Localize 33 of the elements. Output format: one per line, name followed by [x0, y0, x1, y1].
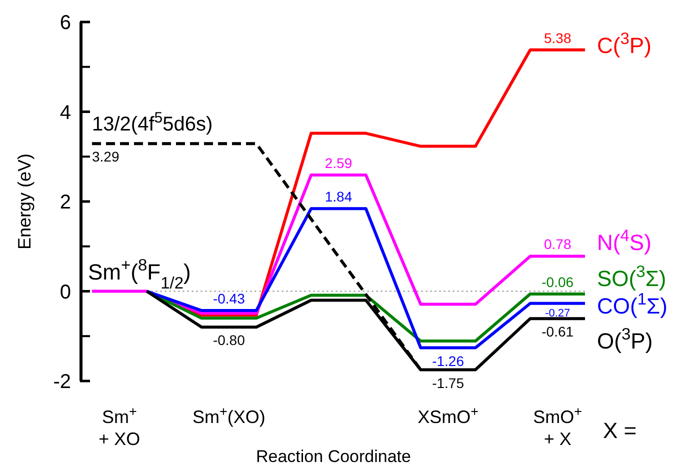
data-label: -0.06 — [542, 274, 574, 290]
data-label: -1.75 — [432, 374, 464, 391]
x-tick-label: Sm$^{+}$ + XO — [98, 404, 140, 449]
data-label: 3.29 — [92, 148, 120, 165]
data-label: 2.59 — [324, 155, 352, 172]
data-label: 5.38 — [544, 30, 572, 46]
x-axis-title: Reaction Coordinate — [256, 447, 411, 466]
y-tick-label: -2 — [53, 371, 71, 393]
annotation: Sm$^{+}$($^{8}$F$_{1/2}$) — [88, 256, 191, 292]
y-tick-label: 2 — [60, 192, 71, 214]
data-label: -0.80 — [212, 332, 246, 348]
data-label: -0.61 — [542, 324, 574, 340]
data-label: -1.26 — [432, 352, 464, 369]
series-label: SO($^{3}$Σ) — [597, 262, 666, 291]
y-tick-label: 0 — [60, 281, 71, 304]
series-label: C($^{3}$P) — [597, 30, 652, 58]
y-axis-title: Energy (eV) — [14, 153, 34, 250]
line-series — [145, 207, 586, 350]
y-tick-label: 4 — [60, 102, 71, 124]
y-tick-label: 6 — [60, 12, 71, 34]
line-series — [90, 174, 586, 315]
series-label: CO($^{1}$Σ) — [597, 290, 668, 318]
data-label: 1.84 — [324, 188, 352, 205]
x-tick-label: Sm$^{+}$(XO) — [192, 404, 266, 427]
data-label: -0.43 — [212, 290, 246, 307]
data-label: -0.27 — [545, 307, 570, 320]
series-label: O($^{3}$P) — [597, 326, 653, 354]
series-label: 13/2(4f$^{5}$5d6s) — [92, 109, 213, 136]
x-tick-label: SmO$^{+}$ + X — [533, 404, 582, 449]
x-tick-label: XSmO$^{+}$ — [418, 404, 479, 427]
data-label: 0.78 — [544, 236, 572, 252]
series-label: N($^{4}$S) — [597, 227, 652, 256]
text: X = — [603, 418, 637, 443]
